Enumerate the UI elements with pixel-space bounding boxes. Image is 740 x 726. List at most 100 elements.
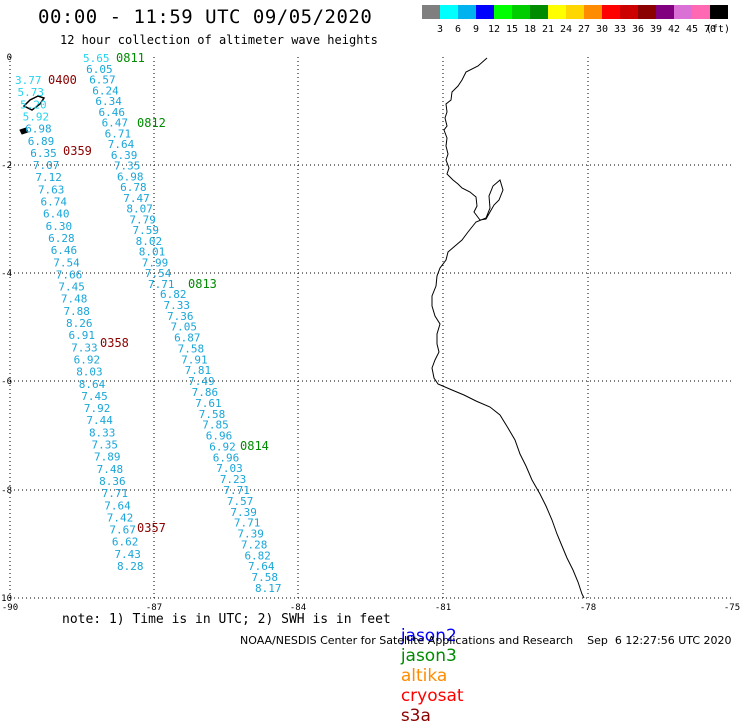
wave-height-value: 7.47	[123, 192, 150, 205]
page-title: 00:00 - 11:59 UTC 09/05/2020	[38, 6, 373, 28]
wave-height-value: 6.28	[48, 232, 75, 245]
legend-swatch	[710, 5, 728, 19]
lon-tick-label: -90	[2, 603, 18, 613]
wave-height-value: 7.54	[145, 267, 172, 280]
wave-height-value: 7.86	[192, 386, 219, 399]
wave-height-value: 7.33	[164, 299, 191, 312]
wave-height-value: 6.05	[86, 63, 113, 76]
wave-height-value: 7.35	[92, 439, 119, 452]
credit-line: NOAA/NESDIS Center for Satellite Applica…	[240, 634, 732, 647]
lat-tick-label: -2	[1, 161, 12, 171]
wave-height-value: 7.45	[81, 390, 108, 403]
legend-label: 42	[668, 24, 680, 35]
wave-height-value: 7.07	[33, 159, 60, 172]
page-subtitle: 12 hour collection of altimeter wave hei…	[60, 33, 378, 47]
legend-label: 27	[578, 24, 590, 35]
wave-height-value: 7.79	[129, 213, 156, 226]
wave-height-value: 6.30	[46, 220, 73, 233]
wave-height-value: 8.28	[117, 560, 144, 573]
wave-height-value: 7.89	[94, 451, 121, 464]
wave-height-value: 7.71	[223, 484, 250, 497]
wave-height-value: 8.03	[76, 366, 103, 379]
wave-height-value: 7.81	[185, 364, 212, 377]
lat-tick-label: -6	[1, 377, 12, 387]
wave-height-value: 7.88	[63, 305, 89, 318]
sat-jason3: jason3	[400, 646, 457, 666]
wave-height-value: 6.46	[51, 244, 77, 257]
pass-time-label: 0814	[240, 439, 269, 453]
legend-label: 3	[437, 24, 443, 35]
legend-swatch	[440, 5, 458, 19]
legend-label: 9	[473, 24, 479, 35]
wave-height-value: 7.99	[142, 256, 169, 269]
wave-height-value: 5.92	[23, 110, 50, 123]
axis-ticks: -90 -87 -84 -81 -78 -75 0 -2 -4 -6 -8 -10	[0, 53, 740, 613]
wave-height-map: -90-87-84-81-78-750-2-4-6-8-10 5.656.056…	[0, 51, 740, 613]
lat-tick-label: -10	[0, 594, 12, 604]
wave-height-value: 6.39	[111, 149, 138, 162]
wave-height-value: 8.36	[99, 475, 126, 488]
legend-swatch	[620, 5, 638, 19]
lat-tick-label: -4	[1, 269, 12, 279]
wave-height-value: 8.02	[136, 235, 163, 248]
wave-height-value: 6.92	[74, 353, 101, 366]
legend-unit: (ft)	[706, 24, 730, 35]
wave-height-value: 7.39	[230, 506, 256, 519]
wave-height-value: 7.92	[84, 402, 111, 415]
wave-height-value: 7.36	[167, 310, 194, 323]
legend-swatch	[494, 5, 512, 19]
legend-label: 24	[560, 24, 572, 35]
wave-height-value: 7.28	[241, 538, 267, 551]
wave-height-value: 7.05	[171, 321, 198, 334]
wave-height-value: 7.33	[71, 341, 98, 354]
wave-height-value: 7.91	[181, 353, 208, 366]
legend-swatch	[422, 5, 440, 19]
lat-tick-label: 0	[7, 53, 12, 63]
map-grid	[9, 57, 732, 599]
wave-height-value: 7.39	[237, 528, 264, 541]
legend-label: 21	[542, 24, 554, 35]
wave-height-value: 7.71	[234, 517, 261, 530]
wave-height-value: 6.35	[30, 147, 57, 160]
lon-tick-label: -78	[580, 603, 596, 613]
wave-height-value: 6.82	[160, 288, 187, 301]
wave-height-value: 7.85	[202, 419, 229, 432]
pass-time-label: 0358	[100, 336, 129, 350]
wave-height-value: 7.48	[61, 293, 88, 306]
wave-height-value: 6.71	[105, 127, 131, 140]
legend-swatch	[530, 5, 548, 19]
wave-height-value: 6.47	[102, 117, 129, 130]
wave-height-value: 7.42	[107, 511, 134, 524]
island	[19, 127, 29, 135]
wave-height-value: 7.59	[133, 224, 160, 237]
color-legend: 3 6 9 12 15 18 21 24 27 30 33 36 39 42 45 70(ft)	[422, 5, 730, 35]
time-labels: 0811 0812 0813 0814 0400 0359 0358 0357	[48, 51, 269, 535]
legend-label: 15	[506, 24, 518, 35]
wave-height-value: 7.58	[199, 408, 226, 421]
wave-height-value: 7.45	[58, 281, 85, 294]
wave-height-value: 6.46	[98, 106, 125, 119]
legend-label: 36	[632, 24, 644, 35]
lon-tick-label: -81	[435, 603, 451, 613]
wave-height-value: 6.74	[41, 196, 68, 209]
coastline	[19, 57, 585, 599]
legend-swatch	[584, 5, 602, 19]
wave-height-value: 8.07	[126, 203, 153, 216]
wave-height-value: 6.98	[25, 123, 52, 136]
wave-height-value: 6.96	[206, 430, 233, 443]
legend-swatch	[512, 5, 530, 19]
legend-label: 45	[686, 24, 698, 35]
legend-label: 6	[455, 24, 461, 35]
wave-height-value: 7.58	[251, 571, 278, 584]
legend-swatch	[674, 5, 692, 19]
legend-swatch	[548, 5, 566, 19]
wave-height-value: 7.61	[195, 397, 222, 410]
wave-height-value: 8.64	[79, 378, 106, 391]
wave-height-value: 7.12	[35, 171, 62, 184]
legend-label: 12	[488, 24, 500, 35]
wave-height-value: 6.82	[244, 549, 271, 562]
wave-height-value: 7.57	[227, 495, 254, 508]
pass-time-label: 0811	[116, 51, 145, 65]
wave-height-value: 5.73	[18, 86, 45, 99]
wave-height-value: 6.34	[95, 95, 122, 108]
